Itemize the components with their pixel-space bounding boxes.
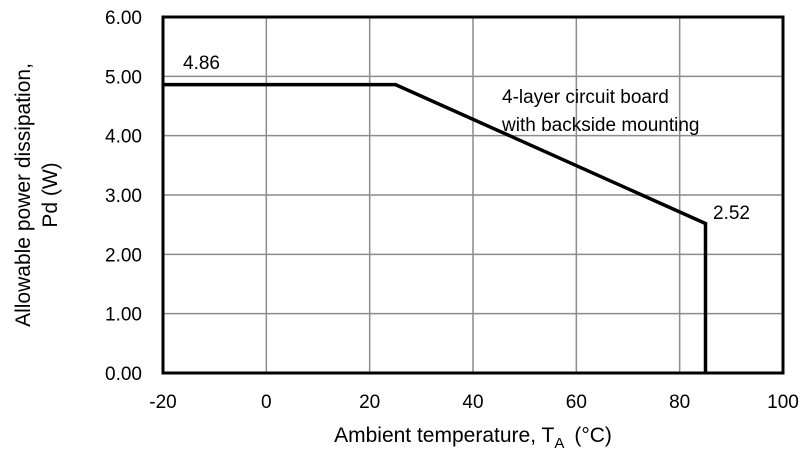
y-tick-label: 3.00 — [105, 186, 142, 207]
x-axis-label-main: Ambient temperature, T — [334, 424, 554, 447]
max-value-label: 4.86 — [183, 53, 220, 74]
grid-lines — [163, 17, 783, 373]
x-tick-label: 0 — [261, 392, 272, 413]
y-axis-label-line2: Pd (W) — [39, 162, 62, 227]
x-axis-label: Ambient temperature, TA (°C) — [334, 424, 612, 452]
y-tick-labels: 0.00 1.00 2.00 3.00 4.00 5.00 6.00 — [105, 8, 142, 385]
x-tick-label: -20 — [149, 392, 176, 413]
y-tick-label: 5.00 — [105, 67, 142, 88]
x-axis-label-unit: (°C) — [574, 424, 612, 447]
y-tick-label: 6.00 — [105, 8, 142, 29]
y-axis-label: Allowable power dissipation, Pd (W) — [12, 63, 62, 327]
x-axis-label-subscript: A — [554, 435, 564, 452]
x-tick-label: 80 — [669, 392, 690, 413]
y-tick-label: 4.00 — [105, 127, 142, 148]
y-tick-label: 1.00 — [105, 305, 142, 326]
plot-frame — [161, 15, 785, 375]
x-tick-labels: -20 0 20 40 60 80 100 — [149, 392, 799, 413]
y-tick-label: 2.00 — [105, 245, 142, 266]
derating-curve — [163, 82, 708, 373]
x-tick-label: 60 — [566, 392, 587, 413]
x-tick-label: 100 — [767, 392, 799, 413]
min-value-label: 2.52 — [713, 203, 750, 224]
board-note-line2: with backside mounting — [501, 115, 700, 136]
x-tick-label: 20 — [359, 392, 380, 413]
y-tick-label: 0.00 — [105, 364, 142, 385]
board-note-line1: 4-layer circuit board — [502, 87, 669, 108]
x-tick-label: 40 — [462, 392, 483, 413]
y-axis-label-line1: Allowable power dissipation, — [12, 63, 35, 327]
